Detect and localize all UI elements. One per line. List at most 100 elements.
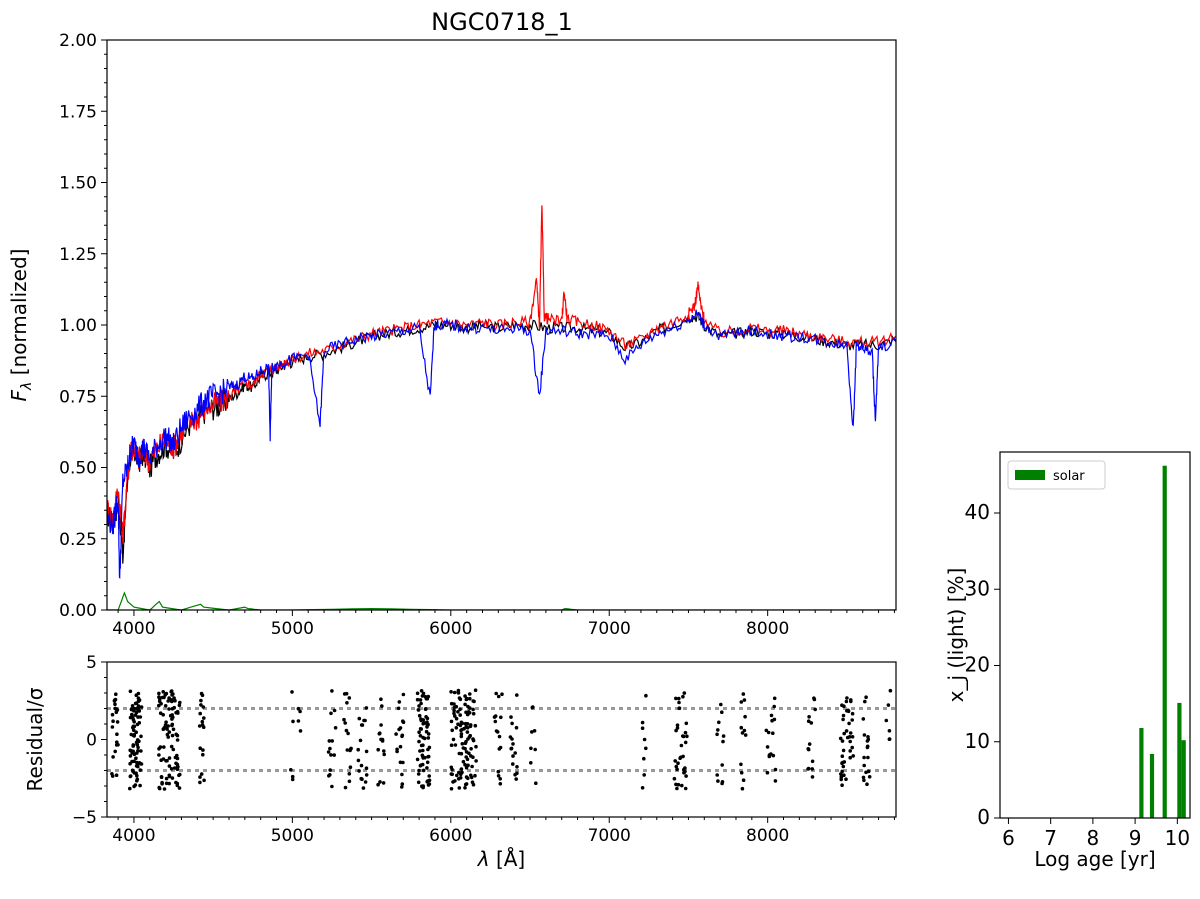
residual-point bbox=[530, 705, 535, 710]
residual-point bbox=[640, 786, 645, 790]
plot-frame bbox=[106, 661, 897, 818]
residual-point bbox=[848, 731, 853, 735]
series-line-residual_spectrum bbox=[107, 591, 896, 610]
residual-point bbox=[361, 786, 366, 790]
y-axis-label: x_j (light) [%] bbox=[944, 568, 968, 703]
residual-point bbox=[466, 763, 470, 768]
residual-point bbox=[133, 701, 138, 706]
residual-point bbox=[132, 706, 137, 711]
residual-point bbox=[716, 728, 720, 732]
residual-point bbox=[113, 749, 117, 754]
y-tick-label: 40 bbox=[965, 500, 990, 524]
residual-point bbox=[177, 786, 182, 790]
residual-point bbox=[810, 775, 815, 779]
residual-point bbox=[166, 699, 170, 703]
residual-point bbox=[417, 704, 421, 708]
residual-point bbox=[457, 751, 462, 756]
residual-point bbox=[640, 720, 645, 725]
residual-point bbox=[378, 780, 382, 784]
y-tick-label: 0.75 bbox=[59, 387, 97, 407]
residual-point bbox=[674, 696, 678, 701]
residual-point bbox=[169, 698, 174, 702]
residual-point bbox=[358, 738, 363, 743]
residual-point bbox=[683, 786, 688, 791]
residual-point bbox=[363, 780, 368, 784]
residual-point bbox=[170, 707, 175, 711]
age-bar bbox=[1149, 754, 1155, 818]
residual-point bbox=[162, 695, 166, 700]
residual-point bbox=[417, 739, 421, 744]
residual-point bbox=[465, 696, 469, 701]
residual-point bbox=[463, 702, 467, 707]
residual-point bbox=[743, 714, 747, 719]
residual-point bbox=[449, 719, 454, 724]
residual-point bbox=[163, 704, 168, 708]
y-axis-label-var: F bbox=[7, 389, 31, 401]
residual-point bbox=[812, 697, 817, 702]
residual-point bbox=[170, 722, 175, 727]
residual-point bbox=[452, 702, 456, 706]
legend-swatch bbox=[1015, 470, 1045, 480]
legend-label: solar bbox=[1053, 469, 1085, 484]
residual-point bbox=[743, 733, 748, 737]
residual-point bbox=[850, 718, 854, 722]
residual-point bbox=[427, 778, 432, 783]
residual-point bbox=[449, 743, 454, 747]
residual-point bbox=[110, 774, 115, 778]
residual-point bbox=[514, 777, 518, 781]
residual-point bbox=[415, 697, 420, 702]
series-group bbox=[107, 205, 896, 610]
residual-point bbox=[456, 710, 460, 714]
residual-point bbox=[423, 707, 428, 711]
residual-point bbox=[674, 728, 678, 733]
residual-point bbox=[863, 699, 867, 704]
residual-point bbox=[844, 699, 849, 704]
residual-point bbox=[513, 751, 517, 755]
residual-point bbox=[470, 764, 474, 769]
residual-point bbox=[377, 732, 382, 736]
residual-point bbox=[685, 734, 689, 739]
residual-point bbox=[765, 745, 770, 749]
residual-point bbox=[452, 705, 457, 710]
residual-point bbox=[465, 712, 470, 717]
residual-point bbox=[715, 732, 719, 737]
residual-point bbox=[813, 707, 817, 712]
residual-point bbox=[130, 768, 135, 773]
residual-point bbox=[862, 733, 867, 737]
residual-point bbox=[462, 726, 466, 731]
residual-point bbox=[171, 747, 176, 752]
residual-point bbox=[382, 749, 386, 753]
residual-point bbox=[529, 746, 533, 751]
residual-point bbox=[161, 713, 165, 717]
residual-point bbox=[675, 723, 680, 727]
residual-point bbox=[199, 698, 203, 703]
residual-point bbox=[379, 723, 383, 727]
residual-point bbox=[458, 713, 463, 717]
residual-point bbox=[425, 766, 429, 770]
residual-point bbox=[333, 726, 338, 730]
residual-point bbox=[175, 733, 180, 738]
residual-point bbox=[364, 749, 369, 754]
residual-point bbox=[765, 770, 770, 775]
residual-point bbox=[772, 696, 777, 701]
residual-point bbox=[451, 737, 456, 742]
residual-point bbox=[677, 696, 681, 701]
residual-point bbox=[806, 719, 811, 723]
residual-point bbox=[720, 763, 724, 767]
residual-point bbox=[474, 744, 478, 749]
residual-point bbox=[381, 781, 386, 785]
residual-point bbox=[887, 729, 892, 733]
residual-point bbox=[884, 718, 889, 723]
residual-point bbox=[397, 727, 401, 732]
residual-point bbox=[134, 756, 138, 760]
residual-point bbox=[456, 722, 460, 726]
residual-point bbox=[137, 709, 142, 713]
residual-point bbox=[532, 729, 537, 733]
x-tick-label: 6 bbox=[1002, 826, 1015, 850]
y-axis-label-unit: [normalized] bbox=[7, 249, 31, 382]
y-tick-label: 0 bbox=[86, 731, 97, 751]
residual-point bbox=[453, 714, 457, 718]
residual-point bbox=[861, 717, 866, 721]
residual-point bbox=[424, 715, 428, 719]
y-tick-label: 0.25 bbox=[59, 530, 97, 550]
